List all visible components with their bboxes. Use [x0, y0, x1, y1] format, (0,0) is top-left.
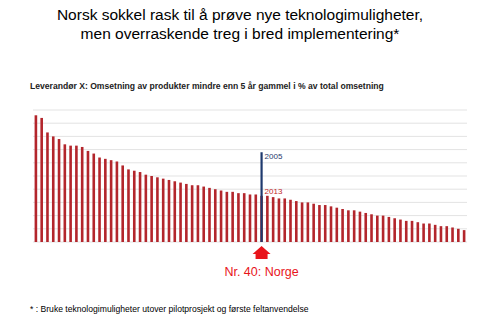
grid-line [33, 136, 467, 137]
bar [64, 144, 67, 242]
bar [434, 225, 437, 242]
bar [185, 184, 188, 242]
bar [208, 188, 211, 242]
bar [35, 115, 38, 242]
chart: Norsk sokkel rask til å prøve nye teknol… [0, 0, 480, 320]
bar [69, 146, 72, 242]
bar [318, 205, 321, 242]
bars [35, 115, 466, 242]
bar [58, 139, 61, 242]
bar [254, 194, 257, 242]
grid-line [33, 110, 467, 111]
bar [139, 172, 142, 242]
footnote: * : Bruke teknologimuligheter utover pil… [30, 304, 309, 314]
bar [364, 213, 367, 242]
highlight-label: Nr. 40: Norge [224, 265, 298, 279]
bar [382, 216, 385, 242]
bar [75, 146, 78, 242]
bar [295, 201, 298, 242]
grid-line [33, 176, 467, 177]
bar [202, 187, 205, 242]
bar [451, 227, 454, 242]
bar [104, 159, 107, 242]
bar [145, 175, 148, 242]
bar [116, 161, 119, 242]
bar [162, 179, 165, 242]
bar [191, 185, 194, 242]
bar [289, 200, 292, 242]
bar [283, 198, 286, 242]
bar [226, 192, 229, 242]
bar [40, 118, 43, 242]
bar [440, 226, 443, 242]
bar [214, 189, 217, 242]
bar [411, 221, 414, 242]
bar [243, 193, 246, 242]
bar [278, 198, 281, 242]
grid-line [33, 123, 467, 124]
bar [150, 176, 153, 242]
grid-line [33, 162, 467, 163]
bar [52, 136, 55, 242]
bar [156, 177, 159, 242]
arrow [253, 246, 271, 259]
bar [197, 185, 200, 242]
title-line: men overraskende treg i bred implementer… [81, 25, 400, 42]
bar [330, 206, 333, 242]
bar [110, 160, 113, 242]
bar [359, 212, 362, 242]
bar [422, 224, 425, 242]
bar [376, 216, 379, 242]
title-line: Norsk sokkel rask til å prøve nye teknol… [57, 6, 423, 23]
bar [445, 226, 448, 242]
value-2005-line [260, 152, 262, 242]
label-2005: 2005 [265, 152, 283, 161]
bar [133, 171, 136, 242]
label-2013: 2013 [265, 187, 283, 196]
bar [46, 132, 49, 242]
bar [87, 151, 90, 242]
bar [341, 209, 344, 242]
bar [92, 154, 95, 242]
bar [231, 192, 234, 242]
bar [179, 183, 182, 242]
bar [324, 205, 327, 242]
bar [168, 180, 171, 242]
bar [312, 204, 315, 242]
bar [266, 196, 269, 242]
bar [121, 165, 124, 242]
bar [463, 230, 466, 242]
bar [457, 229, 460, 242]
bar [347, 210, 350, 242]
bar [353, 210, 356, 242]
bar [249, 194, 252, 242]
bar [307, 202, 310, 242]
bar [405, 221, 408, 242]
bar [393, 218, 396, 242]
bar [237, 193, 240, 242]
bar [428, 224, 431, 242]
bar [127, 169, 130, 242]
grid-line [33, 149, 467, 150]
bar [81, 147, 84, 242]
subtitle: Leverandør X: Omsetning av produkter min… [30, 81, 384, 91]
bar [173, 181, 176, 242]
bar [417, 222, 420, 242]
bar [335, 208, 338, 242]
title: Norsk sokkel rask til å prøve nye teknol… [57, 6, 423, 42]
bar [388, 217, 391, 242]
bar [370, 214, 373, 242]
bar [272, 197, 275, 242]
bar [98, 158, 101, 242]
grid-line [33, 189, 467, 190]
bar [399, 220, 402, 242]
bar [301, 202, 304, 242]
bar [220, 191, 223, 242]
